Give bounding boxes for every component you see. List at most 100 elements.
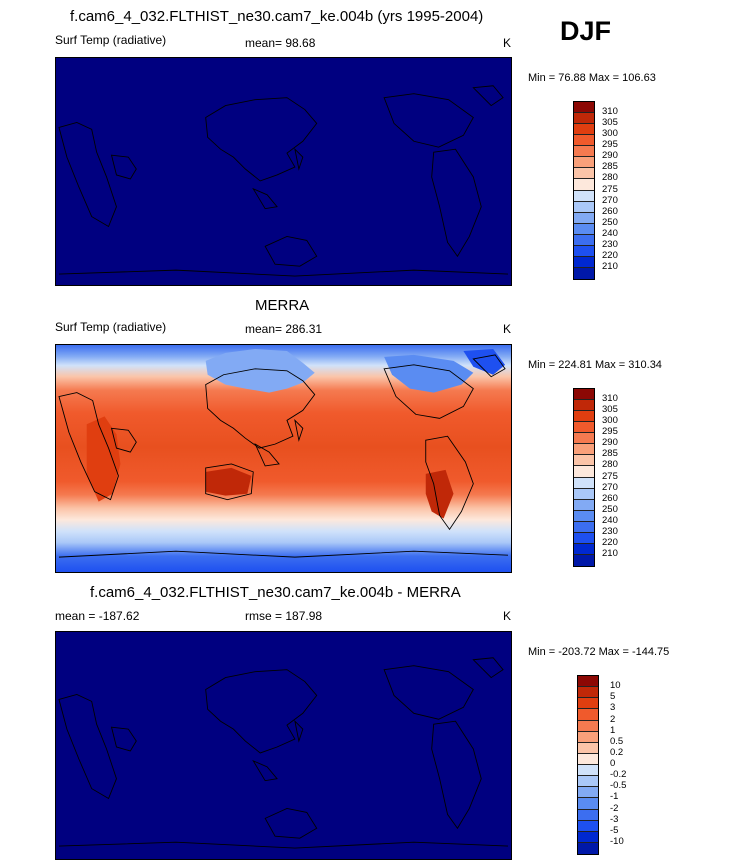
colorbar-swatch (574, 444, 594, 456)
colorbar-swatch (578, 742, 598, 754)
colorbar-label: -2 (610, 802, 619, 814)
colorbar-label: 250 (602, 503, 618, 515)
colorbar-label: 0.2 (610, 746, 624, 758)
colorbar-label: 305 (602, 404, 618, 416)
colorbar-label: 0 (610, 758, 616, 769)
colorbar-swatch (574, 168, 594, 180)
colorbar-swatch (578, 831, 598, 843)
panel1-minmax: Min = 76.88 Max = 106.63 (528, 72, 656, 84)
panel2-colorbar (573, 388, 595, 567)
panel1-title: f.cam6_4_032.FLTHIST_ne30.cam7_ke.004b (… (70, 8, 484, 25)
colorbar-label: 290 (602, 437, 618, 449)
colorbar-swatch (574, 146, 594, 158)
panel2-map (55, 344, 512, 573)
colorbar-label: 270 (602, 194, 618, 206)
panel2-units: K (503, 322, 512, 336)
panel3-map (55, 631, 512, 860)
panel1-units: K (503, 36, 512, 50)
colorbar-label: -0.2 (610, 769, 627, 781)
colorbar-swatch (574, 157, 594, 169)
colorbar-label: 250 (602, 216, 618, 228)
colorbar-swatch (574, 400, 594, 412)
colorbar-label: 260 (602, 492, 618, 504)
colorbar-swatch (574, 411, 594, 423)
colorbar-swatch (574, 455, 594, 467)
colorbar-label: 230 (602, 238, 618, 250)
colorbar-label: 275 (602, 470, 618, 482)
colorbar-label: 1 (610, 724, 616, 736)
colorbar-swatch (578, 809, 598, 821)
colorbar-label: 230 (602, 525, 618, 537)
colorbar-swatch (574, 256, 594, 268)
colorbar-label: 300 (602, 415, 618, 427)
colorbar-swatch (574, 532, 594, 544)
panel1-left-label: Surf Temp (radiative) (55, 33, 167, 47)
colorbar-label: 290 (602, 150, 618, 162)
colorbar-label: 5 (610, 691, 616, 703)
colorbar-label: 285 (602, 448, 618, 460)
colorbar-label: 295 (602, 139, 618, 151)
colorbar-swatch (574, 267, 594, 279)
colorbar-label: 280 (602, 459, 618, 471)
colorbar-swatch (574, 212, 594, 224)
colorbar-label: 220 (602, 249, 618, 261)
colorbar-swatch (578, 698, 598, 710)
colorbar-label: 2 (610, 713, 616, 725)
panel3-colorbar (577, 675, 599, 855)
colorbar-swatch (574, 223, 594, 235)
colorbar-swatch (578, 753, 598, 765)
colorbar-label: 240 (602, 227, 618, 239)
colorbar-label: 270 (602, 481, 618, 493)
colorbar-label: 305 (602, 117, 618, 129)
colorbar-label: 275 (602, 183, 618, 195)
colorbar-swatch (578, 776, 598, 788)
season-label: DJF (560, 16, 612, 46)
panel2-title: MERRA (255, 297, 310, 314)
panel1-coastlines (58, 85, 509, 277)
colorbar-label: -5 (610, 824, 619, 836)
panel3-units: K (503, 609, 512, 623)
colorbar-label: 10 (610, 680, 621, 692)
colorbar-swatch (574, 521, 594, 533)
colorbar-swatch (574, 499, 594, 511)
colorbar-label: -3 (610, 813, 619, 825)
panel3-coastlines (58, 657, 509, 849)
panel2-left-label: Surf Temp (radiative) (55, 320, 167, 334)
colorbar-swatch (574, 190, 594, 202)
colorbar-label: 210 (602, 260, 618, 272)
colorbar-swatch (574, 245, 594, 257)
colorbar-swatch (574, 466, 594, 478)
colorbar-label: -10 (610, 835, 624, 847)
colorbar-swatch (574, 179, 594, 191)
colorbar-label: 280 (602, 172, 618, 184)
colorbar-swatch (578, 687, 598, 699)
colorbar-swatch (574, 510, 594, 522)
panel2-coastlines (58, 348, 509, 558)
panel1-colorbar (573, 101, 595, 280)
colorbar-label: 0.5 (610, 735, 624, 747)
colorbar-swatch (578, 798, 598, 810)
colorbar-label: -1 (610, 791, 619, 803)
colorbar-swatch (578, 709, 598, 721)
colorbar-label: -0.5 (610, 780, 627, 792)
colorbar-label: 260 (602, 205, 618, 217)
colorbar-swatch (574, 234, 594, 246)
panel2-minmax: Min = 224.81 Max = 310.34 (528, 359, 662, 371)
colorbar-swatch (578, 720, 598, 732)
colorbar-swatch (574, 477, 594, 489)
colorbar-swatch (574, 201, 594, 213)
colorbar-label: 295 (602, 426, 618, 438)
colorbar-label: 220 (602, 536, 618, 548)
colorbar-swatch (578, 787, 598, 799)
colorbar-swatch (574, 422, 594, 434)
colorbar-label: 285 (602, 161, 618, 173)
colorbar-swatch (574, 543, 594, 555)
panel3-title: f.cam6_4_032.FLTHIST_ne30.cam7_ke.004b -… (90, 584, 461, 601)
panel2-mean: mean= 286.31 (245, 322, 323, 336)
colorbar-swatch (574, 124, 594, 136)
panel1-mean: mean= 98.68 (245, 36, 316, 50)
colorbar-label: 210 (602, 547, 618, 559)
colorbar-swatch (574, 433, 594, 445)
colorbar-swatch (574, 102, 594, 114)
colorbar-swatch (574, 488, 594, 500)
